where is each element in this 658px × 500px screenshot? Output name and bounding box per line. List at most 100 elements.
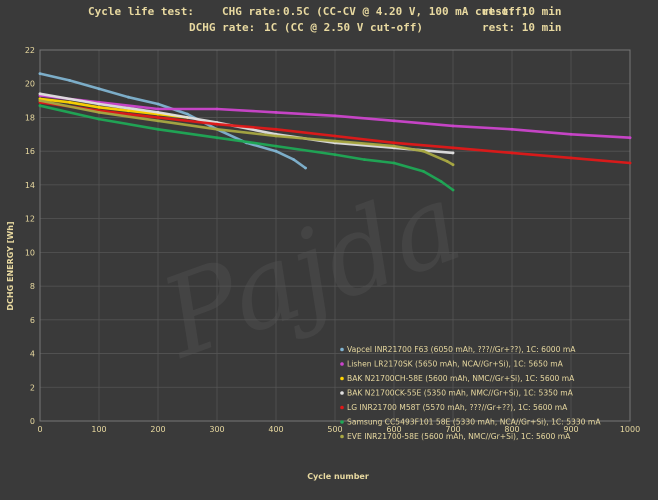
series-5-point bbox=[422, 170, 425, 173]
series-1-point bbox=[510, 127, 514, 131]
series-1-point bbox=[569, 132, 573, 136]
grid bbox=[39, 49, 631, 422]
header-dchg-rest: rest: 10 min bbox=[482, 21, 561, 34]
series-5-point bbox=[392, 161, 396, 165]
x-tick-label: 400 bbox=[268, 425, 283, 434]
series-4-point bbox=[510, 151, 514, 155]
x-tick-label: 800 bbox=[504, 425, 519, 434]
x-tick-label: 1000 bbox=[620, 425, 640, 434]
series-6-point bbox=[215, 127, 219, 131]
series-4-point bbox=[215, 122, 219, 126]
series-4-point bbox=[274, 127, 278, 131]
series-6-point bbox=[422, 149, 425, 153]
legend-marker-2 bbox=[340, 376, 344, 381]
series-line-3 bbox=[38, 92, 455, 155]
series-line-2 bbox=[38, 97, 189, 119]
series-5-point bbox=[439, 180, 443, 183]
series-group bbox=[38, 72, 632, 192]
series-3-point bbox=[156, 111, 160, 114]
series-3-point bbox=[97, 102, 101, 106]
x-tick-label: 700 bbox=[445, 425, 460, 434]
y-tick-label: 4 bbox=[30, 350, 35, 359]
series-0-point bbox=[97, 87, 101, 91]
series-1-point bbox=[451, 124, 455, 128]
x-tick-label: 300 bbox=[209, 425, 224, 434]
series-6-point bbox=[445, 159, 449, 163]
legend-marker-3 bbox=[340, 391, 344, 395]
x-tick-label: 500 bbox=[327, 425, 342, 434]
y-tick-label: 16 bbox=[25, 147, 35, 156]
legend-marker-5 bbox=[340, 420, 344, 424]
legend-entry-6: EVE INR21700-58E (5600 mAh, NMC//Gr+Si),… bbox=[347, 432, 571, 441]
x-tick-label: 0 bbox=[37, 425, 42, 434]
series-6-point bbox=[451, 163, 455, 167]
series-5-point bbox=[363, 158, 366, 162]
x-tick-label: 200 bbox=[150, 425, 165, 434]
legend-entry-2: BAK N21700CH-58E (5600 mAh, NMC//Gr+Si),… bbox=[347, 374, 575, 383]
series-line-6 bbox=[38, 99, 455, 166]
series-3-point bbox=[38, 92, 42, 96]
series-0-point bbox=[186, 112, 189, 116]
header-test-label: Cycle life test: bbox=[88, 5, 194, 18]
series-5-point bbox=[38, 104, 42, 108]
series-1-point bbox=[392, 119, 396, 123]
series-5-point bbox=[333, 153, 337, 157]
series-4-point bbox=[156, 116, 160, 119]
series-6-point bbox=[38, 99, 42, 102]
series-1-point bbox=[628, 136, 632, 140]
series-2-point bbox=[97, 105, 101, 109]
legend-marker-0 bbox=[340, 347, 344, 352]
series-4-point bbox=[451, 146, 455, 150]
series-1-point bbox=[215, 107, 219, 111]
series-2-point bbox=[68, 100, 71, 104]
legend-entry-3: BAK N21700CK-55E (5350 mAh, NMC//Gr+Si),… bbox=[347, 389, 574, 398]
y-tick-label: 2 bbox=[30, 383, 35, 392]
series-0-point bbox=[156, 102, 160, 106]
series-5-point bbox=[156, 127, 160, 131]
x-axis-label: Cycle number bbox=[307, 472, 369, 481]
series-0-point bbox=[127, 95, 130, 99]
series-0-point bbox=[68, 79, 71, 82]
series-6-point bbox=[392, 144, 396, 148]
y-tick-label: 0 bbox=[30, 417, 35, 426]
series-1-point bbox=[156, 107, 160, 111]
series-6-point bbox=[274, 134, 278, 138]
header-chg-rate-value: 0.5C (CC-CV @ 4.20 V, 100 mA cut-off) bbox=[283, 5, 528, 18]
series-6-point bbox=[156, 119, 160, 123]
y-tick-label: 8 bbox=[30, 282, 35, 291]
series-1-point bbox=[333, 114, 337, 118]
y-tick-label: 12 bbox=[25, 215, 35, 224]
series-5-point bbox=[97, 117, 101, 121]
y-axis-label: DCHG ENERGY [Wh] bbox=[6, 221, 15, 310]
header-dchg-rate-label: DCHG rate: bbox=[189, 21, 255, 34]
legend-entry-1: Lishen LR2170SK (5650 mAh, NCA//Gr+Si), … bbox=[347, 360, 564, 369]
series-1-point bbox=[274, 111, 278, 114]
y-tick-label: 14 bbox=[25, 181, 35, 190]
series-0-point bbox=[38, 72, 42, 75]
x-tick-label: 900 bbox=[563, 425, 578, 434]
axes: 0 2 4 6 8 10 12 14 16 18 20 22 0 100 200 300 400 500 600 70… bbox=[25, 46, 640, 434]
series-6-point bbox=[333, 139, 337, 143]
series-0-point bbox=[274, 149, 278, 153]
series-0-point bbox=[292, 158, 296, 162]
plot-frame bbox=[39, 49, 631, 422]
series-2-point bbox=[127, 109, 130, 113]
y-tick-label: 18 bbox=[25, 113, 35, 122]
y-tick-label: 22 bbox=[25, 46, 35, 55]
legend-entry-4: LG INR21700 M58T (5570 mAh, ???//Gr+??),… bbox=[347, 403, 568, 412]
legend: Vapcel INR21700 F63 (6050 mAh, ???//Gr+?… bbox=[340, 345, 601, 441]
y-tick-label: 20 bbox=[25, 80, 35, 89]
header-dchg-rate-value: 1C (CC @ 2.50 V cut-off) bbox=[264, 21, 423, 34]
series-6-point bbox=[97, 111, 101, 114]
series-4-point bbox=[333, 134, 337, 138]
legend-marker-1 bbox=[340, 362, 344, 366]
x-tick-label: 600 bbox=[386, 425, 401, 434]
series-5-point bbox=[274, 144, 278, 148]
header-chg-rate-label: CHG rate: bbox=[222, 5, 282, 18]
legend-entry-5: Samsung CC5493F101 58E (5330 mAh, NCA//G… bbox=[347, 418, 601, 427]
legend-marker-6 bbox=[340, 434, 344, 439]
series-5-point bbox=[215, 136, 219, 140]
legend-marker-4 bbox=[340, 405, 344, 410]
series-0-point bbox=[304, 166, 307, 170]
